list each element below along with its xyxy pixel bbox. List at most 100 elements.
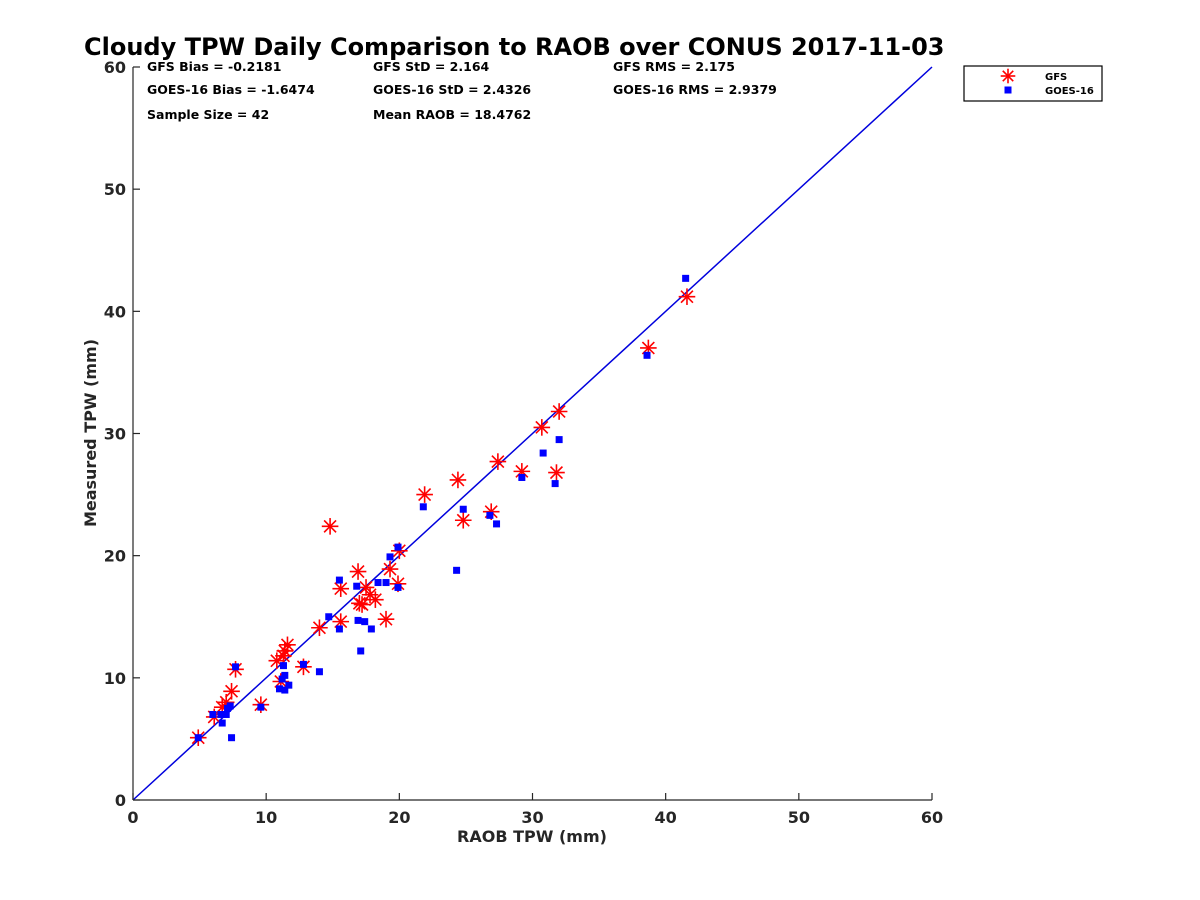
goes16-point [194, 734, 202, 742]
x-tick-label: 0 [127, 808, 138, 827]
legend-gfs-marker [1000, 68, 1016, 84]
stat-text: GOES-16 StD = 2.4326 [373, 82, 531, 97]
statistics-block: GFS Bias = -0.2181 GFS StD = 2.164 GFS RMS… [147, 59, 777, 122]
goes16-point [386, 553, 394, 561]
goes16-point [493, 520, 501, 528]
goes16-point [486, 511, 494, 519]
gfs-point [533, 419, 551, 436]
x-tick-label: 30 [521, 808, 543, 827]
gfs-point [311, 619, 328, 637]
gfs-point [416, 486, 433, 503]
y-tick-label: 10 [104, 669, 126, 688]
x-tick-label: 60 [921, 808, 943, 827]
gfs-point [678, 288, 696, 305]
goes16-point [217, 710, 225, 718]
goes16-point [335, 576, 343, 584]
gfs-point [381, 560, 399, 578]
plot-area: 0 10 20 30 40 50 60 0 10 20 30 40 50 60 GFS Bias = -… [104, 58, 943, 827]
goes16-point [325, 613, 333, 621]
gfs-point [377, 610, 395, 628]
data-points [189, 274, 696, 746]
y-tick-label: 20 [104, 547, 126, 566]
goes16-point [209, 710, 217, 718]
goes16-point [374, 579, 382, 587]
gfs-point [321, 518, 339, 535]
goes16-point [382, 579, 390, 587]
x-tick-label: 50 [788, 808, 810, 827]
goes16-point [539, 449, 547, 457]
x-axis-label: RAOB TPW (mm) [457, 827, 607, 846]
gfs-point [275, 647, 292, 665]
gfs-point [276, 642, 294, 660]
x-tick-label: 40 [655, 808, 677, 827]
legend-goes16-marker [1004, 86, 1012, 94]
goes16-point [459, 505, 467, 513]
goes16-point [453, 566, 461, 574]
gfs-point [548, 464, 565, 481]
y-tick-label: 60 [104, 58, 126, 77]
goes16-point [357, 647, 365, 655]
legend-label: GFS [1045, 72, 1067, 83]
legend-label: GOES-16 [1045, 86, 1094, 97]
goes16-point [394, 543, 402, 551]
goes16-point [555, 436, 563, 444]
goes16-point [218, 719, 226, 727]
goes16-point [278, 675, 286, 683]
gfs-point [223, 682, 240, 700]
gfs-point [367, 591, 384, 608]
goes16-point [279, 662, 287, 670]
goes16-point [367, 625, 375, 633]
goes16-point [281, 671, 289, 679]
goes16-point [257, 703, 265, 711]
goes16-point [232, 663, 240, 671]
goes16-point [335, 625, 343, 633]
goes16-point [281, 686, 289, 694]
legend-box [963, 65, 1103, 102]
goes16-point [518, 473, 526, 481]
x-tick-label: 10 [255, 808, 277, 827]
series-goes-16 [194, 274, 690, 742]
y-axis-ticks: 0 10 20 30 40 50 60 [104, 58, 140, 810]
stat-text: Mean RAOB = 18.4762 [373, 107, 531, 122]
stat-text: GOES-16 Bias = -1.6474 [147, 82, 315, 97]
y-tick-label: 50 [104, 180, 126, 199]
gfs-point [550, 403, 568, 420]
goes16-point [354, 616, 362, 624]
legend: GFS GOES-16 [963, 65, 1103, 102]
goes16-point [551, 480, 559, 488]
gfs-point [353, 596, 371, 613]
y-axis-label: Measured TPW (mm) [81, 339, 100, 527]
goes16-point [228, 734, 236, 742]
stat-text: GFS RMS = 2.175 [613, 59, 735, 74]
goes16-point [394, 583, 402, 591]
goes16-point [643, 351, 651, 359]
goes16-point [226, 702, 234, 710]
gfs-point [349, 563, 367, 580]
y-tick-label: 40 [104, 302, 126, 321]
gfs-point [454, 511, 472, 529]
one-to-one-reference-line [132, 66, 933, 801]
goes16-point [299, 660, 307, 668]
goes16-point [315, 668, 323, 676]
gfs-point [351, 595, 368, 612]
x-axis-ticks: 0 10 20 30 40 50 60 [127, 793, 943, 827]
gfs-point [279, 636, 296, 654]
gfs-point [389, 575, 407, 593]
stat-text: Sample Size = 42 [147, 107, 269, 122]
stat-text: GFS StD = 2.164 [373, 59, 490, 74]
goes16-point [285, 681, 293, 689]
goes16-point [361, 618, 369, 626]
y-tick-label: 30 [104, 425, 126, 444]
goes16-point [222, 710, 230, 718]
y-tick-label: 0 [115, 791, 126, 810]
gfs-point [332, 580, 350, 597]
goes16-point [275, 685, 283, 693]
gfs-point [449, 471, 467, 489]
x-tick-label: 20 [388, 808, 410, 827]
goes16-point [353, 582, 361, 590]
stat-text: GOES-16 RMS = 2.9379 [613, 82, 777, 97]
goes16-point [419, 503, 427, 511]
goes16-point [682, 274, 690, 282]
chart-title: Cloudy TPW Daily Comparison to RAOB over… [84, 33, 944, 61]
